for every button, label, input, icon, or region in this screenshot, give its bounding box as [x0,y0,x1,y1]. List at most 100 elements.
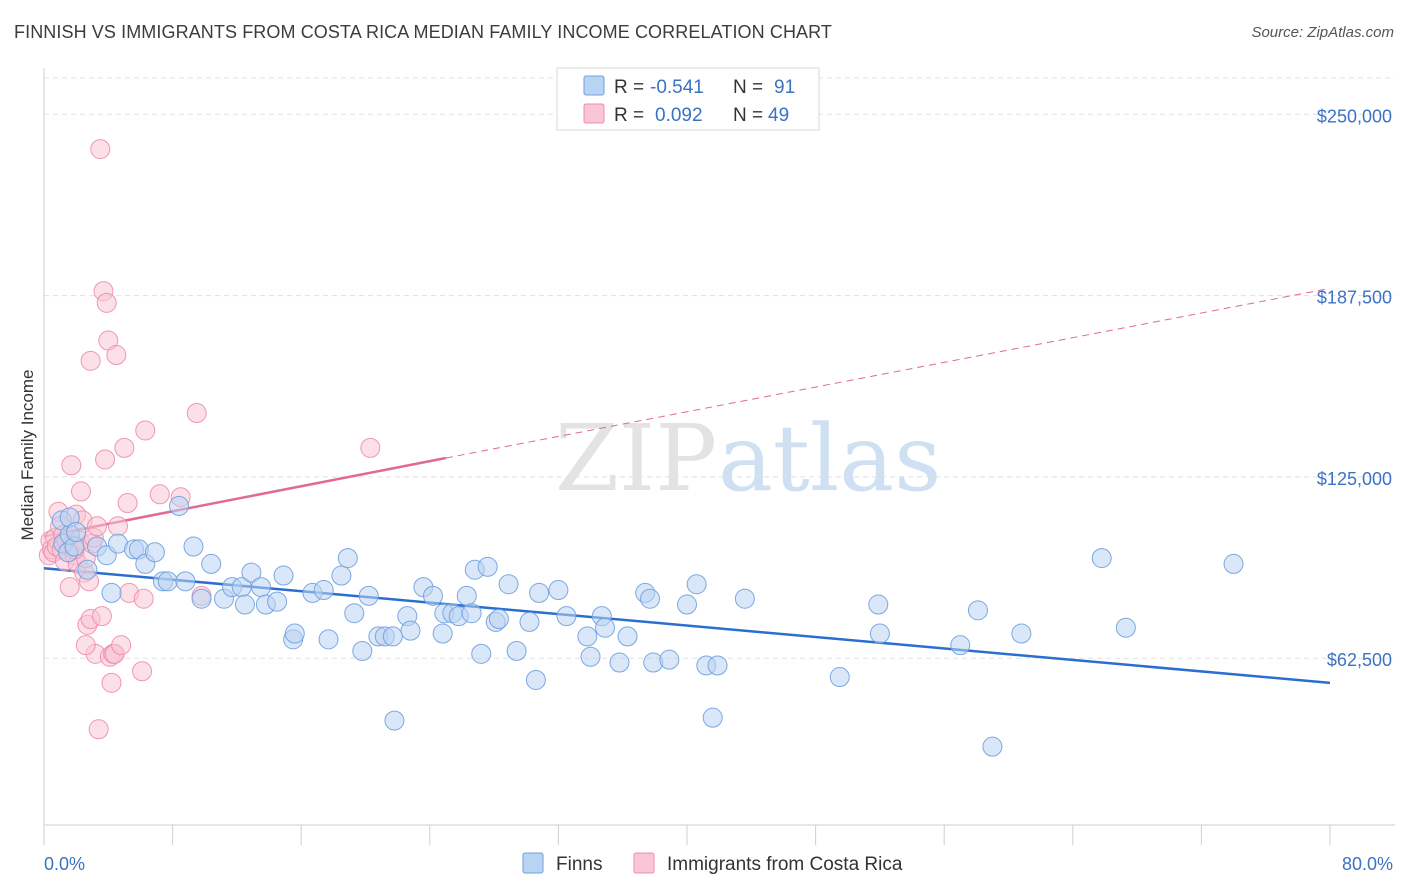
axes [43,68,1395,845]
finns-point [456,585,477,606]
n-label-2: N = [733,105,763,126]
finns-point [506,640,527,661]
costa-rica-point [96,292,117,313]
watermark: ZIP atlas [555,405,941,512]
finns-point [556,606,577,627]
watermark-atlas: atlas [718,405,941,512]
finns-point [702,707,723,728]
finns-point [659,649,680,670]
finns-point [284,623,305,644]
costa-rica-swatch [583,103,605,124]
finns-point [580,646,601,667]
finns-point [868,594,889,615]
y-tick-label: $62,500 [1327,650,1392,670]
finns-point [234,594,255,615]
finns-point [477,556,498,577]
n-value-1: 91 [774,77,795,98]
costa-rica-point [80,350,101,371]
n-value-2: 49 [768,105,789,126]
finns-swatch [583,75,605,96]
finns-point [488,609,509,630]
costa-rica-point [135,420,156,441]
chart-source: Source: ZipAtlas.com [1251,24,1394,41]
finns-points [51,495,1244,757]
finns-point [241,562,262,583]
r-label-2: R = [614,105,644,126]
finns-point [1115,617,1136,638]
finns-point [617,626,638,647]
stats-legend: R = -0.541 N = 91 R = 0.092 N = 49 [556,67,820,131]
finns-point [707,655,728,676]
r-value-2: 0.092 [655,105,703,126]
r-value-1: -0.541 [650,77,704,98]
finns-point [267,591,288,612]
finns-point [1091,548,1112,569]
finns-point [829,667,850,688]
finns-point [471,643,492,664]
r-label-1: R = [614,77,644,98]
costa-rica-point [87,516,108,537]
finns-point [169,495,190,516]
finns-point [400,620,421,641]
n-label-1: N = [733,77,763,98]
costa-rica-trend-extension [445,287,1331,459]
finns-point [77,559,98,580]
finns-point [344,603,365,624]
legend-finns-label: Finns [556,854,602,875]
legend-costa-rica-swatch [633,852,655,874]
y-tick-label: $250,000 [1317,106,1392,126]
costa-rica-point [111,635,132,656]
finns-point [331,565,352,586]
costa-rica-point [61,455,82,476]
finns-point [144,542,165,563]
legend-finns-swatch [522,852,544,874]
finns-point [337,548,358,569]
finns-point [461,603,482,624]
finns-point [498,574,519,595]
finns-point [869,623,890,644]
finns-point [313,580,334,601]
finns-point [384,710,405,731]
y-tick-label: $125,000 [1317,469,1392,489]
x-tick-label: 0.0% [44,854,85,874]
costa-rica-point [186,403,207,424]
finns-point [175,571,196,592]
finns-point [686,574,707,595]
finns-point [1223,553,1244,574]
costa-rica-point [88,719,109,740]
finns-point [677,594,697,615]
finns-point [191,588,212,609]
costa-rica-point [132,661,153,682]
costa-rica-point [360,437,381,458]
costa-rica-point [90,139,111,160]
costa-rica-point [117,492,138,513]
costa-rica-point [91,606,112,627]
costa-rica-point [59,577,80,598]
costa-rica-point [95,449,116,470]
finns-point [967,600,988,621]
finns-point [318,629,339,650]
costa-rica-point [106,345,127,366]
finns-point [382,626,403,647]
watermark-zip: ZIP [555,405,717,512]
finns-point [183,536,204,557]
finns-point [157,571,178,592]
finns-point [251,577,272,598]
finns-point [432,623,453,644]
series-legend: Finns Immigrants from Costa Rica [522,852,903,875]
costa-rica-point [133,588,154,609]
finns-point [525,669,546,690]
costa-rica-point [149,484,170,505]
finns-point [519,611,540,632]
finns-point [640,588,661,609]
costa-rica-point [107,516,128,537]
finns-point [273,565,294,586]
costa-rica-point [70,481,91,502]
finns-point [101,582,122,603]
finns-point [548,580,569,601]
finns-point [982,736,1003,757]
costa-rica-point [114,437,135,458]
finns-point [595,617,616,638]
finns-point [1011,623,1032,644]
